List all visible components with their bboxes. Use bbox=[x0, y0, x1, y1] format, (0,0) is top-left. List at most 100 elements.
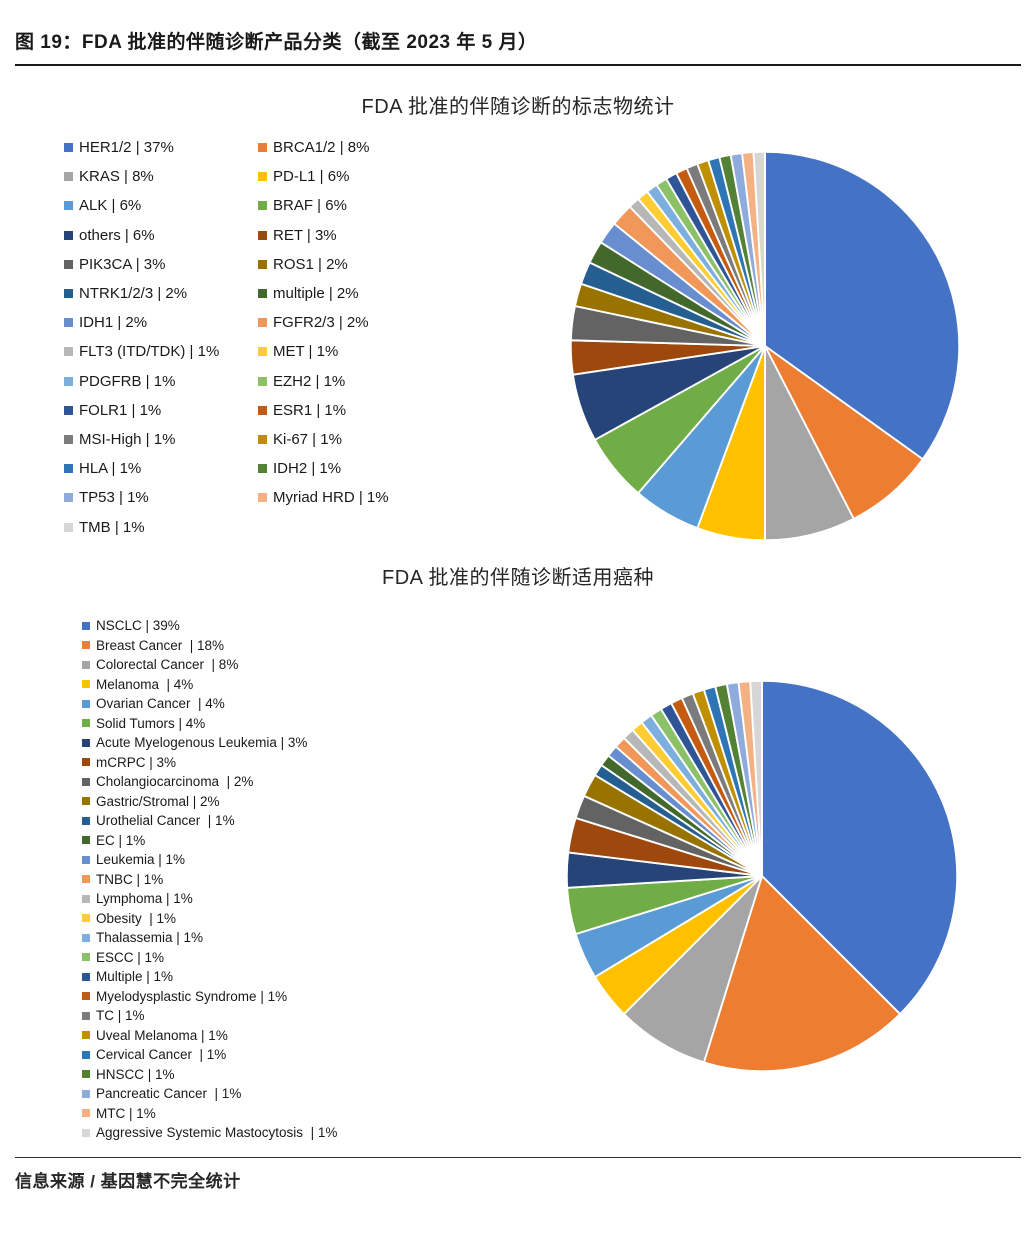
legend-label: BRCA1/2 | 8% bbox=[273, 139, 370, 157]
legend-label: Acute Myelogenous Leukemia | 3% bbox=[96, 735, 308, 751]
legend-item: KRAS | 8% bbox=[64, 162, 258, 191]
legend-swatch-icon bbox=[258, 347, 267, 357]
legend-label: ESCC | 1% bbox=[96, 949, 165, 965]
legend-item: Breast Cancer | 18% bbox=[82, 636, 422, 656]
legend-swatch-icon bbox=[82, 894, 90, 903]
legend-item: mCRPC | 3% bbox=[82, 753, 422, 773]
legend-label: EZH2 | 1% bbox=[273, 372, 346, 390]
legend-item: Gastric/Stromal | 2% bbox=[82, 792, 422, 812]
legend-label: Thalassemia | 1% bbox=[96, 930, 204, 946]
legend-label: PIK3CA | 3% bbox=[79, 255, 166, 273]
legend-item: Multiple | 1% bbox=[82, 967, 422, 987]
chart2-title: FDA 批准的伴随诊断适用癌种 bbox=[382, 567, 654, 589]
legend-label: Pancreatic Cancer | 1% bbox=[96, 1086, 242, 1102]
legend-swatch-icon bbox=[64, 522, 73, 532]
legend-swatch-icon bbox=[82, 797, 90, 806]
chart2-legend: NSCLC | 39% Breast Cancer | 18% Colorectal… bbox=[82, 616, 422, 1143]
legend-swatch-icon bbox=[82, 1089, 90, 1098]
legend-label: ROS1 | 2% bbox=[273, 255, 348, 273]
legend-item: IDH2 | 1% bbox=[258, 454, 452, 483]
legend-label: TMB | 1% bbox=[79, 518, 145, 536]
source-note: 信息来源 / 基因慧不完全统计 bbox=[15, 1172, 241, 1191]
legend-swatch-icon bbox=[82, 1109, 90, 1118]
legend-swatch-icon bbox=[82, 758, 90, 767]
legend-label: multiple | 2% bbox=[273, 285, 359, 303]
legend-label: Melanoma | 4% bbox=[96, 676, 194, 692]
legend-swatch-icon bbox=[82, 621, 90, 630]
legend-label: TP53 | 1% bbox=[79, 489, 149, 507]
legend-item: FLT3 (ITD/TDK) | 1% bbox=[64, 337, 258, 366]
legend-label: Leukemia | 1% bbox=[96, 852, 186, 868]
pie-slice bbox=[752, 150, 766, 347]
legend-swatch-icon bbox=[82, 641, 90, 650]
legend-swatch-icon bbox=[258, 230, 267, 240]
legend-swatch-icon bbox=[64, 405, 73, 415]
legend-label: BRAF | 6% bbox=[273, 197, 347, 215]
legend-label: Aggressive Systemic Mastocytosis | 1% bbox=[96, 1125, 338, 1141]
legend-item: EZH2 | 1% bbox=[258, 367, 452, 396]
legend-label: Myelodysplastic Syndrome | 1% bbox=[96, 988, 288, 1004]
legend-item: HER1/2 | 37% bbox=[64, 133, 258, 162]
legend-label: IDH1 | 2% bbox=[79, 314, 148, 332]
legend-swatch-icon bbox=[258, 289, 267, 299]
legend-label: Multiple | 1% bbox=[96, 969, 174, 985]
legend-label: PD-L1 | 6% bbox=[273, 168, 350, 186]
legend-item: FOLR1 | 1% bbox=[64, 396, 258, 425]
legend-swatch-icon bbox=[258, 143, 267, 153]
legend-swatch-icon bbox=[82, 777, 90, 786]
legend-label: HNSCC | 1% bbox=[96, 1066, 175, 1082]
legend-item: IDH1 | 2% bbox=[64, 308, 258, 337]
legend-swatch-icon bbox=[64, 259, 73, 269]
legend-swatch-icon bbox=[64, 493, 73, 503]
legend-item: PD-L1 | 6% bbox=[258, 162, 452, 191]
top-divider bbox=[15, 64, 1021, 66]
legend-item: HNSCC | 1% bbox=[82, 1065, 422, 1085]
legend-item: MTC | 1% bbox=[82, 1104, 422, 1124]
legend-item: Lymphoma | 1% bbox=[82, 889, 422, 909]
legend-swatch-icon bbox=[258, 405, 267, 415]
legend-item: Cholangiocarcinoma | 2% bbox=[82, 772, 422, 792]
legend-swatch-icon bbox=[258, 493, 267, 503]
legend-label: Cholangiocarcinoma | 2% bbox=[96, 774, 254, 790]
legend-label: IDH2 | 1% bbox=[273, 460, 342, 478]
legend-label: FLT3 (ITD/TDK) | 1% bbox=[79, 343, 220, 361]
legend-swatch-icon bbox=[258, 376, 267, 386]
legend-item: Ki-67 | 1% bbox=[258, 425, 452, 454]
legend-item: Obesity | 1% bbox=[82, 909, 422, 929]
legend-swatch-icon bbox=[82, 953, 90, 962]
legend-item: Myriad HRD | 1% bbox=[258, 483, 452, 512]
legend-label: Ki-67 | 1% bbox=[273, 430, 342, 448]
legend-column: BRCA1/2 | 8% PD-L1 | 6% BRAF | 6% RET | 3% R… bbox=[258, 133, 452, 542]
legend-label: mCRPC | 3% bbox=[96, 754, 177, 770]
legend-swatch-icon bbox=[82, 914, 90, 923]
legend-swatch-icon bbox=[258, 259, 267, 269]
legend-item: HLA | 1% bbox=[64, 454, 258, 483]
legend-label: Myriad HRD | 1% bbox=[273, 489, 389, 507]
legend-label: MTC | 1% bbox=[96, 1105, 156, 1121]
legend-label: MSI-High | 1% bbox=[79, 430, 176, 448]
legend-label: FOLR1 | 1% bbox=[79, 401, 162, 419]
legend-item: Uveal Melanoma | 1% bbox=[82, 1026, 422, 1046]
legend-item: ESCC | 1% bbox=[82, 948, 422, 968]
legend-item: Cervical Cancer | 1% bbox=[82, 1045, 422, 1065]
legend-swatch-icon bbox=[258, 434, 267, 444]
legend-label: Solid Tumors | 4% bbox=[96, 715, 206, 731]
legend-swatch-icon bbox=[258, 464, 267, 474]
pie-slice bbox=[749, 679, 763, 877]
legend-swatch-icon bbox=[64, 230, 73, 240]
pie-slice bbox=[702, 875, 901, 1073]
legend-swatch-icon bbox=[82, 1031, 90, 1040]
chart2-pie bbox=[565, 679, 959, 1073]
legend-item: RET | 3% bbox=[258, 221, 452, 250]
legend-item: Melanoma | 4% bbox=[82, 675, 422, 695]
legend-label: HLA | 1% bbox=[79, 460, 142, 478]
legend-swatch-icon bbox=[258, 172, 267, 182]
legend-swatch-icon bbox=[82, 992, 90, 1001]
chart1-title: FDA 批准的伴随诊断的标志物统计 bbox=[361, 96, 675, 118]
pie-slice bbox=[623, 875, 763, 1064]
legend-column: HER1/2 | 37% KRAS | 8% ALK | 6% others | 6%… bbox=[64, 133, 258, 542]
chart1-pie bbox=[569, 150, 961, 542]
legend-swatch-icon bbox=[64, 143, 73, 153]
legend-swatch-icon bbox=[64, 347, 73, 357]
